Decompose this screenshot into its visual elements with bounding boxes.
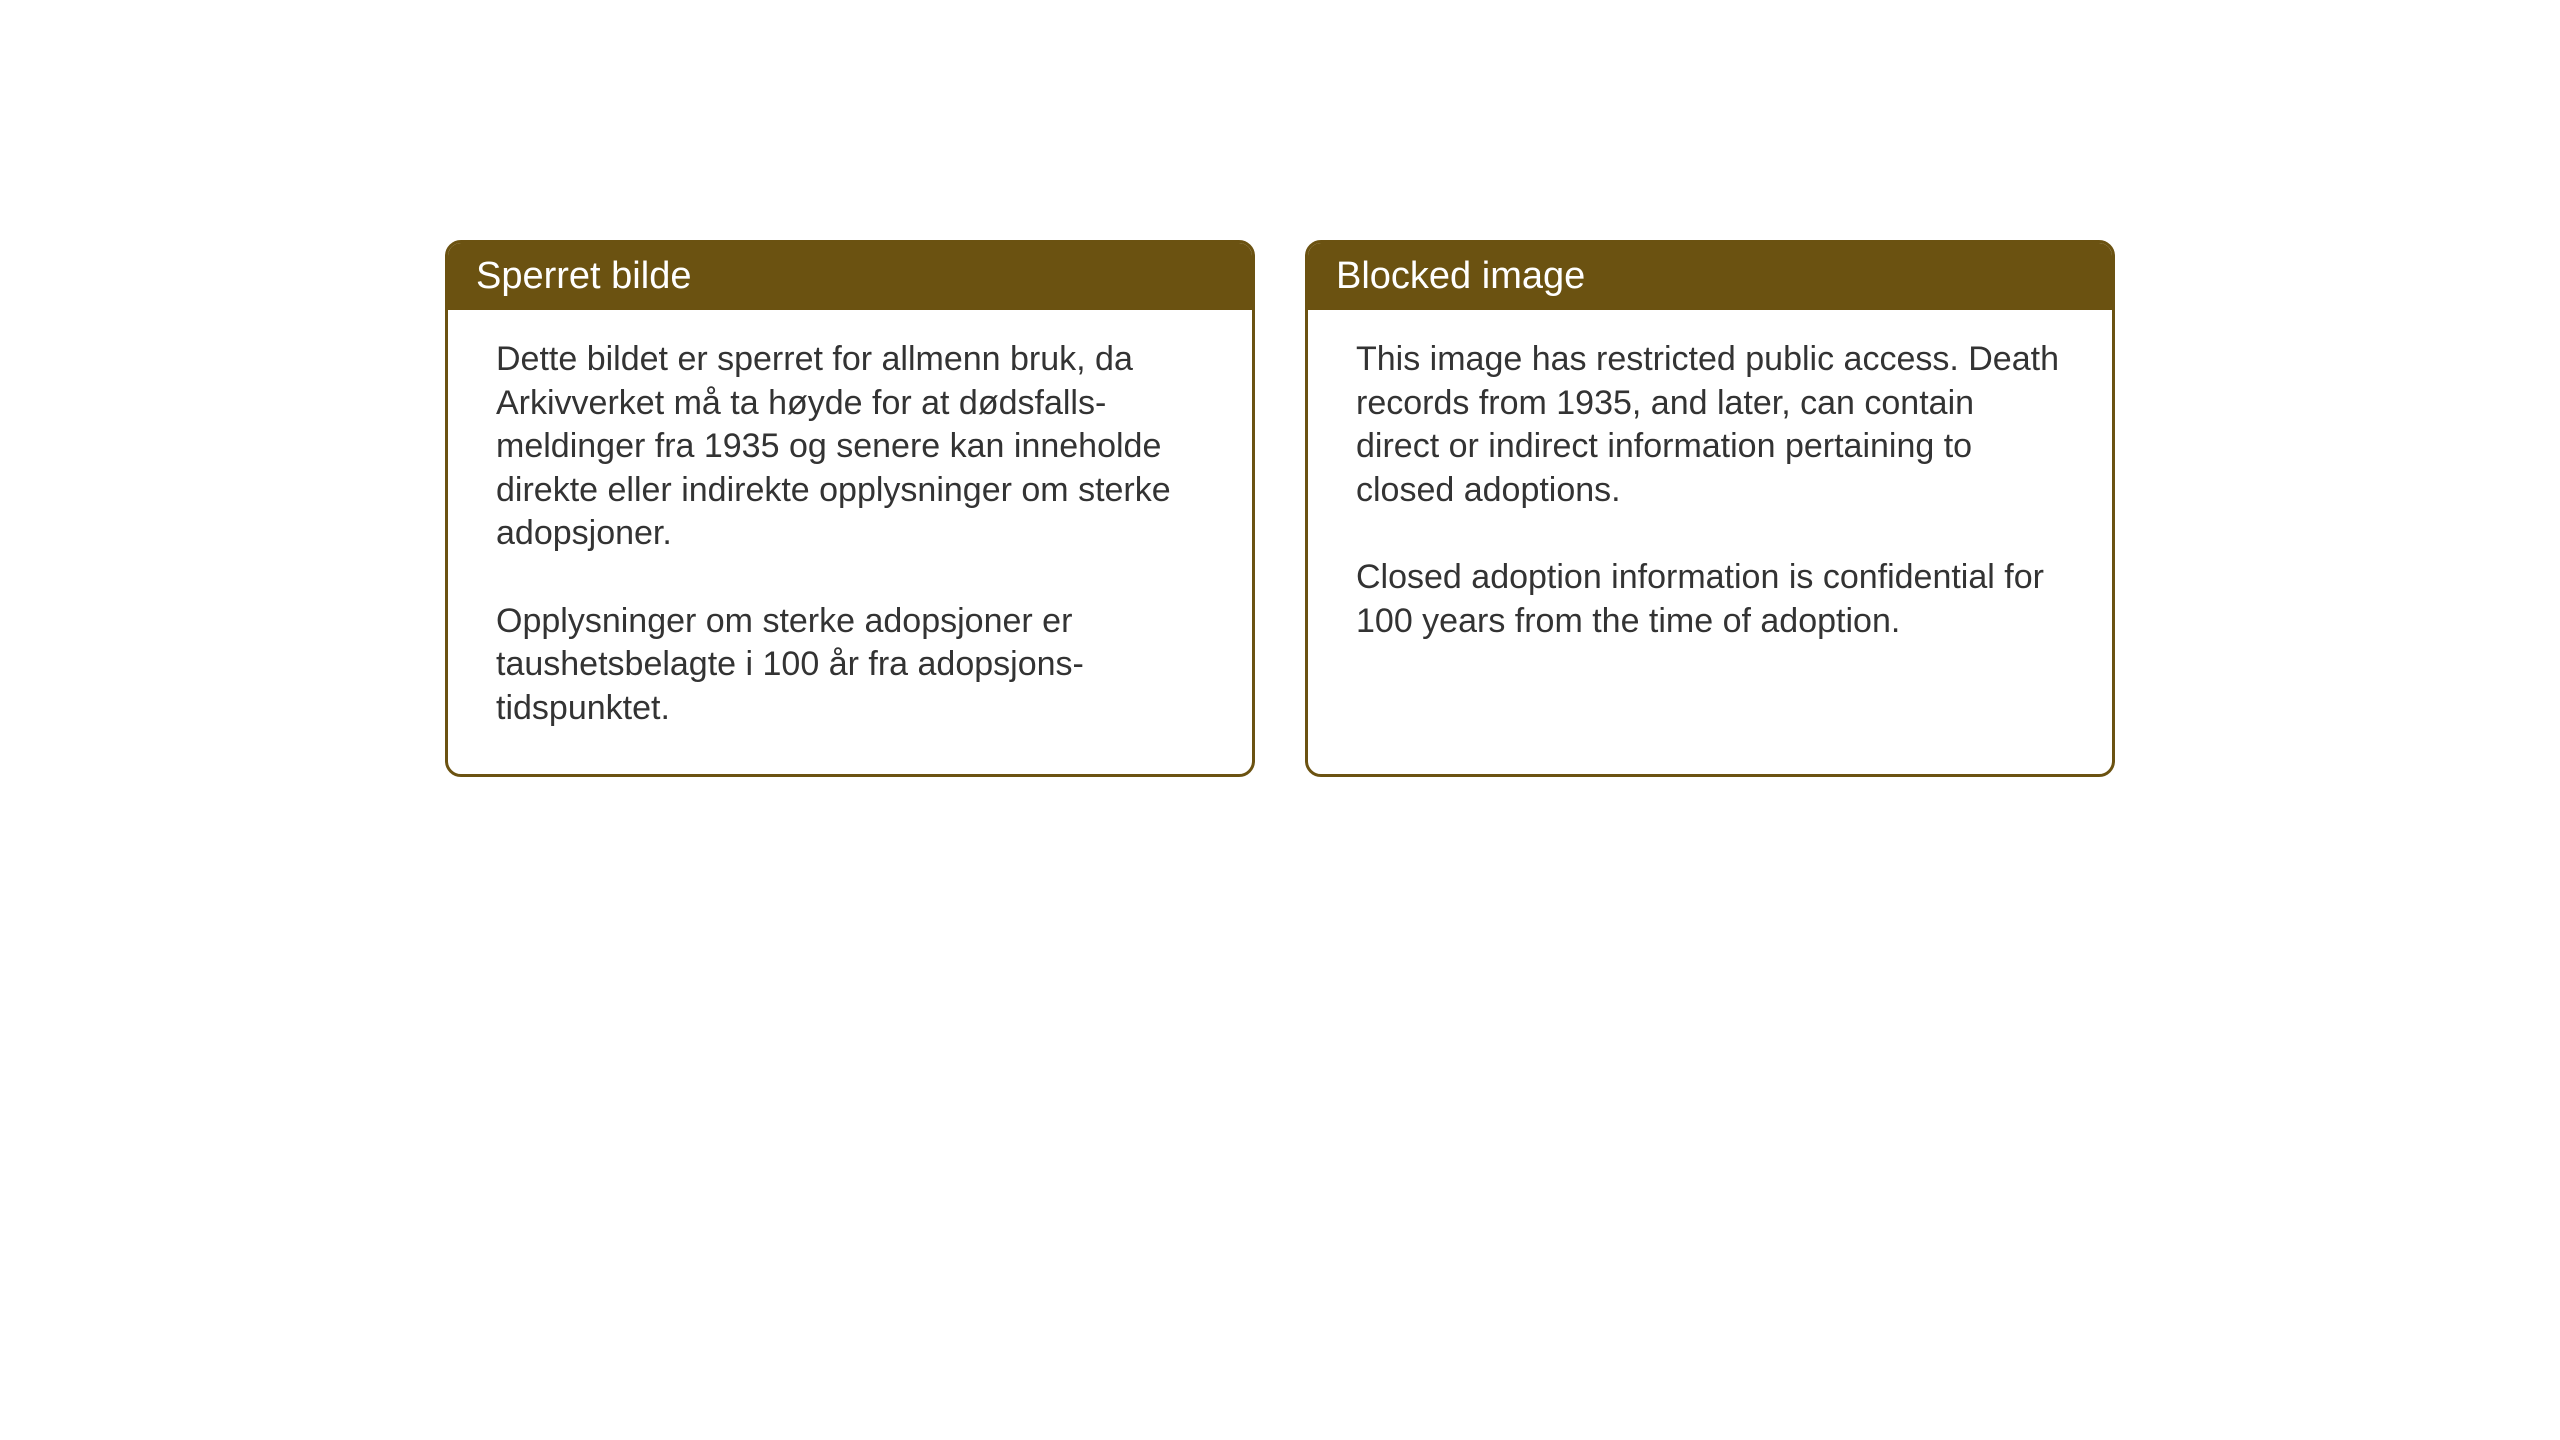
notice-card-english: Blocked image This image has restricted …	[1305, 240, 2115, 777]
notice-cards-container: Sperret bilde Dette bildet er sperret fo…	[445, 240, 2115, 777]
card-paragraph: Dette bildet er sperret for allmenn bruk…	[496, 338, 1204, 556]
card-paragraph: This image has restricted public access.…	[1356, 338, 2064, 512]
notice-card-norwegian: Sperret bilde Dette bildet er sperret fo…	[445, 240, 1255, 777]
card-header-norwegian: Sperret bilde	[448, 243, 1252, 310]
card-body-english: This image has restricted public access.…	[1308, 310, 2112, 687]
card-title: Sperret bilde	[476, 255, 691, 297]
card-paragraph: Opplysninger om sterke adopsjoner er tau…	[496, 600, 1204, 731]
card-header-english: Blocked image	[1308, 243, 2112, 310]
card-paragraph: Closed adoption information is confident…	[1356, 556, 2064, 643]
card-body-norwegian: Dette bildet er sperret for allmenn bruk…	[448, 310, 1252, 774]
card-title: Blocked image	[1336, 255, 1585, 297]
